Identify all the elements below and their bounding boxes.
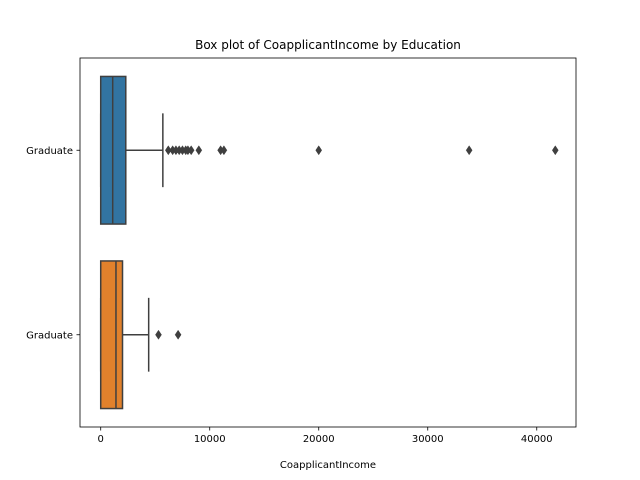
- x-axis: 0 10000 20000 30000 40000: [98, 427, 553, 445]
- plot-area: [99, 75, 559, 410]
- outlier-point: [315, 145, 323, 156]
- outlier-point: [164, 145, 172, 156]
- outlier-point: [551, 145, 559, 156]
- box-group-1: [99, 260, 182, 410]
- axes-frame: [79, 57, 577, 428]
- x-tick-label: 40000: [521, 434, 553, 445]
- y-axis: Graduate Graduate: [26, 146, 80, 341]
- x-axis-label: CoapplicantIncome: [280, 460, 376, 471]
- y-tick-label: Graduate: [26, 146, 73, 157]
- box-group-0: [99, 75, 559, 225]
- outlier-point: [187, 145, 195, 156]
- outlier-point: [195, 145, 203, 156]
- box-iqr: [99, 260, 124, 410]
- outlier-point: [174, 329, 182, 340]
- outlier-point: [220, 145, 228, 156]
- x-tick-label: 30000: [412, 434, 444, 445]
- outlier-point: [155, 329, 162, 340]
- chart-title: Box plot of CoapplicantIncome by Educati…: [195, 38, 461, 52]
- x-tick-label: 10000: [194, 434, 226, 445]
- outlier-point: [465, 145, 473, 156]
- y-tick-label: Graduate: [26, 330, 73, 341]
- x-tick-label: 0: [98, 434, 104, 445]
- x-tick-label: 20000: [303, 434, 335, 445]
